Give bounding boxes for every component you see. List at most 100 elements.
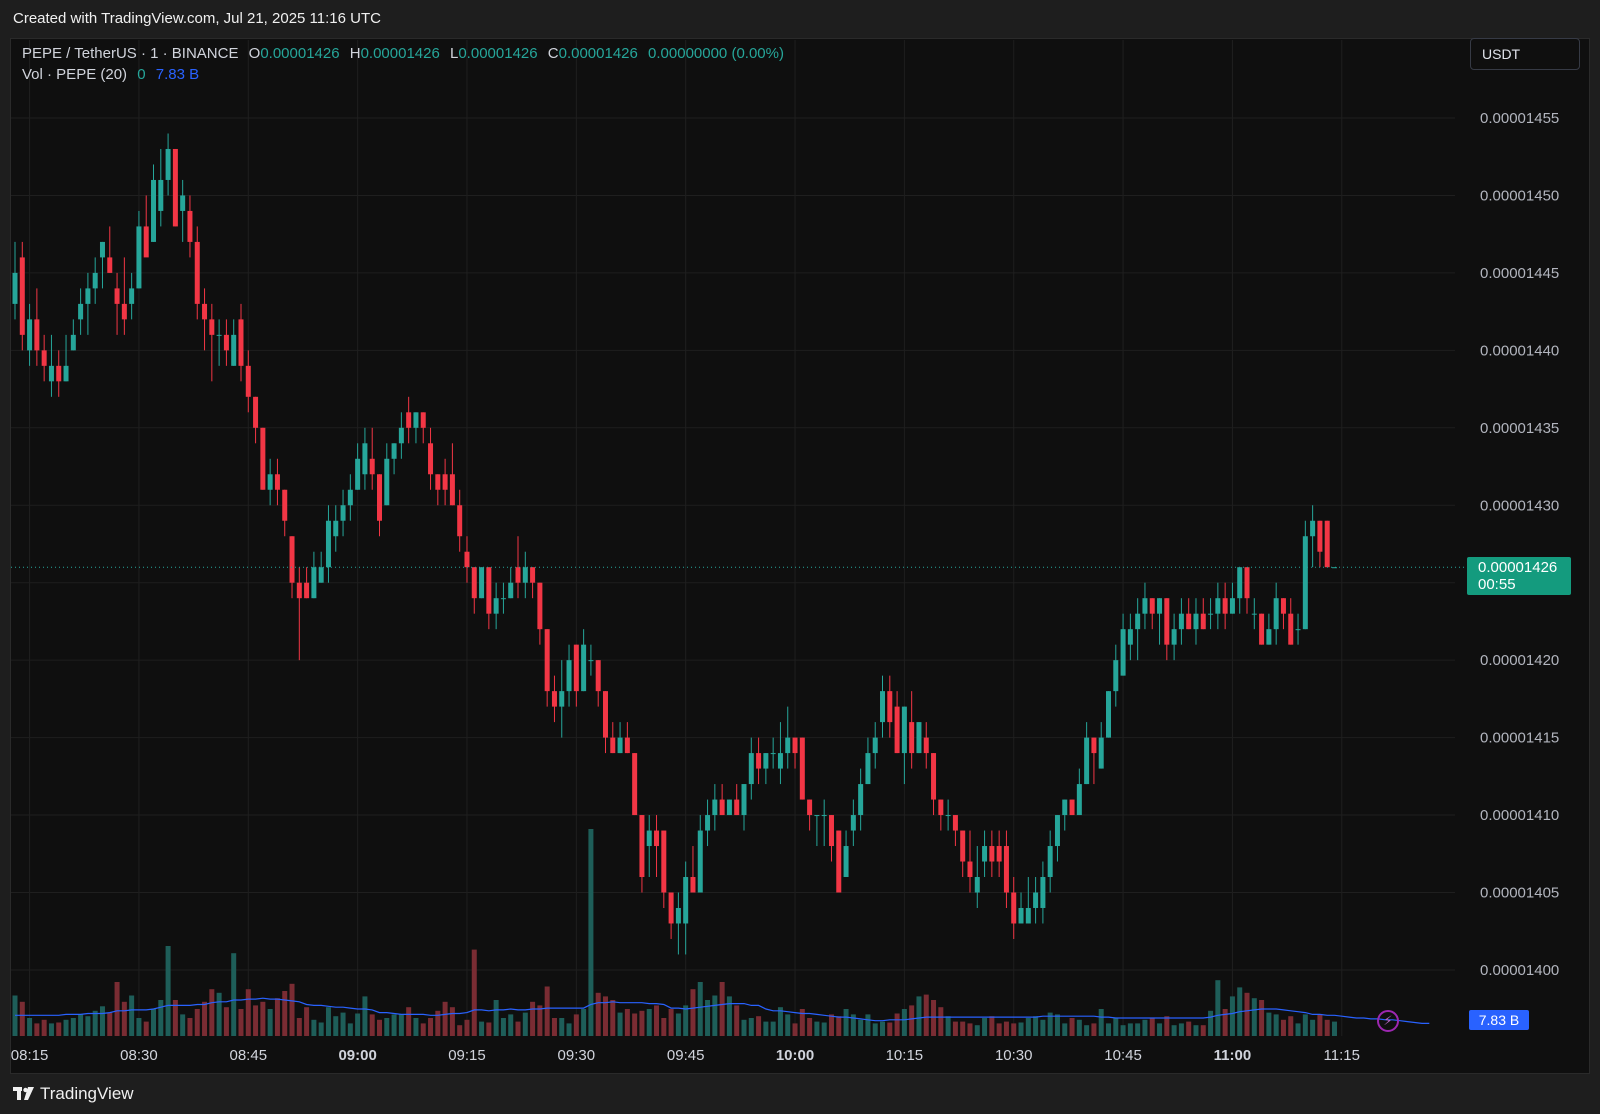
candle-body: [770, 753, 776, 755]
volume-bar: [1062, 1023, 1068, 1036]
time-tick-label: 10:45: [1104, 1047, 1142, 1064]
candle-body: [1033, 892, 1039, 908]
candle-body: [143, 226, 149, 258]
candle: [289, 536, 295, 599]
candle-body: [413, 412, 419, 428]
candle: [515, 536, 521, 599]
candle-body: [639, 815, 645, 878]
candle-body: [602, 691, 608, 738]
price-tick-label: 0.00001440: [1480, 342, 1559, 359]
candle: [435, 474, 441, 506]
candle-body: [1171, 629, 1177, 645]
ohlc-row: PEPE / TetherUS · 1 · BINANCE O0.0000142…: [22, 43, 784, 64]
candle-body: [158, 179, 164, 211]
candle-body: [1018, 907, 1024, 924]
volume-bar: [391, 1014, 397, 1036]
candle-body: [916, 722, 922, 754]
volume-bar: [654, 1005, 660, 1036]
volume-bar: [1106, 1023, 1111, 1036]
candle-body: [756, 753, 762, 769]
volume-bar: [19, 1001, 25, 1036]
price-tick-label: 0.00001455: [1480, 110, 1559, 127]
volume-bar: [129, 995, 135, 1036]
candle-body: [136, 226, 142, 289]
candle: [719, 784, 725, 816]
candle-body: [129, 288, 135, 304]
volume-bar: [107, 1012, 113, 1036]
time-tick-label: 08:30: [120, 1047, 158, 1064]
volume-bar: [165, 946, 171, 1036]
candle-body: [486, 567, 492, 614]
candle: [807, 799, 813, 831]
candle-body: [1157, 598, 1163, 614]
volume-bar: [471, 949, 477, 1036]
candle: [646, 815, 652, 878]
candle-body: [624, 737, 630, 754]
lightning-icon[interactable]: ⚡: [1377, 1010, 1399, 1032]
candle-body: [172, 148, 178, 227]
price-tick-label: 0.00001400: [1480, 962, 1559, 979]
candle: [573, 644, 579, 707]
candle-body: [705, 815, 711, 831]
candle: [311, 551, 317, 599]
candle: [1302, 520, 1308, 630]
candle-body: [1040, 877, 1046, 908]
candle: [537, 582, 543, 645]
volume-bar: [1098, 1009, 1104, 1036]
candle-body: [282, 489, 288, 521]
candle-body: [1251, 613, 1257, 615]
candle-body: [377, 474, 382, 521]
candle-body: [1266, 629, 1272, 645]
candle-body: [996, 846, 1002, 862]
currency-unit-button[interactable]: USDT: [1470, 38, 1580, 70]
volume-bar: [1200, 1025, 1206, 1036]
candle: [1011, 877, 1017, 939]
volume-label[interactable]: Vol · PEPE (20): [22, 66, 128, 83]
candle-body: [406, 412, 412, 428]
high-label: H: [349, 45, 361, 62]
volume-bar: [639, 1010, 645, 1036]
candle-body: [428, 443, 434, 475]
candle: [1237, 567, 1243, 614]
candle: [1149, 598, 1155, 630]
candle: [318, 551, 324, 583]
candle-body: [544, 629, 550, 692]
candle: [1266, 613, 1272, 645]
volume-bar: [151, 1009, 157, 1036]
volume-value: 7.83 B: [155, 66, 200, 83]
candle-body: [821, 815, 827, 817]
volume-bar: [1157, 1023, 1163, 1036]
symbol-label[interactable]: PEPE / TetherUS · 1 · BINANCE: [22, 45, 239, 62]
volume-bar: [1324, 1019, 1330, 1036]
close-label: C: [547, 45, 559, 62]
volume-bar: [661, 1018, 667, 1036]
candle-body: [617, 737, 623, 754]
volume-bar: [267, 1009, 273, 1036]
candle-body: [267, 474, 273, 490]
candle: [442, 458, 448, 506]
candle: [595, 660, 601, 707]
candle: [282, 489, 288, 537]
candle: [865, 737, 871, 785]
candle-body: [697, 830, 703, 893]
candle-body: [85, 288, 91, 304]
candle: [559, 660, 565, 738]
candle: [602, 691, 608, 754]
candle: [639, 815, 645, 893]
volume-bar: [457, 1025, 463, 1036]
candle-body: [398, 427, 404, 444]
volume-bar: [887, 1022, 893, 1036]
volume-bar: [989, 1016, 995, 1036]
candle-body: [1069, 799, 1075, 816]
volume-bar: [1273, 1014, 1279, 1036]
volume-zero-value: 0: [137, 66, 146, 83]
candle: [909, 691, 915, 769]
volume-bar: [632, 1013, 638, 1036]
candle-body: [493, 598, 499, 614]
volume-bar: [1229, 996, 1235, 1036]
volume-bar: [705, 1000, 711, 1036]
candle: [610, 722, 616, 754]
candle: [850, 799, 856, 847]
candle-body: [1208, 613, 1214, 615]
